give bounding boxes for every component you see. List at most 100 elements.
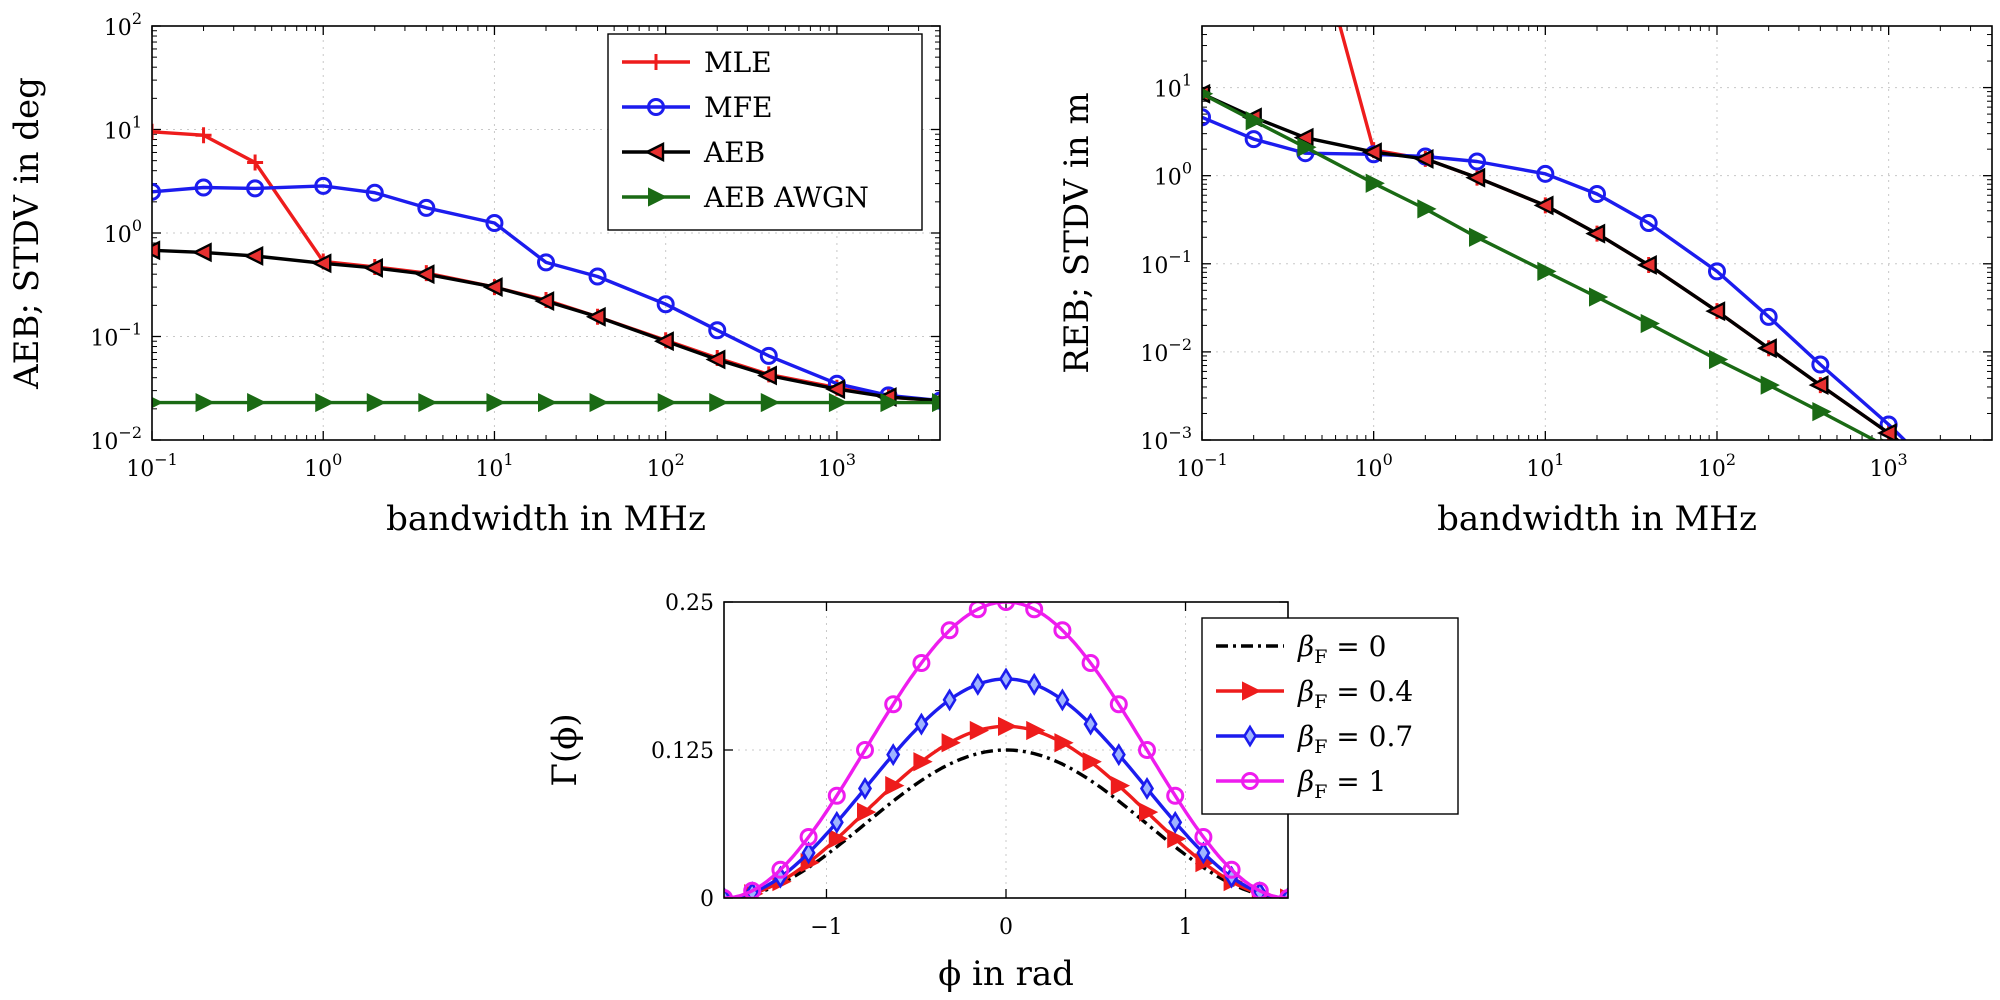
legend: βF = 0 βF = 0.4 βF = 0.7 βF = 1 bbox=[1201, 617, 1459, 815]
circle-marker bbox=[743, 881, 762, 898]
legend-entry: AEB AWGN bbox=[703, 181, 869, 214]
triangle-left-marker bbox=[757, 365, 777, 386]
triangle-left-marker bbox=[191, 242, 212, 263]
circle-marker bbox=[365, 183, 384, 202]
triangle-right-marker bbox=[880, 392, 900, 413]
triangle-right-marker bbox=[1245, 111, 1265, 131]
circle-marker bbox=[1081, 653, 1100, 672]
triangle-left-marker bbox=[1361, 142, 1382, 163]
triangle-right-marker bbox=[828, 392, 849, 413]
triangle-left-marker bbox=[1465, 167, 1486, 188]
x-tick-label: 103 bbox=[818, 450, 856, 482]
triangle-right-marker bbox=[247, 392, 267, 413]
triangle-left-marker bbox=[152, 240, 161, 261]
triangle-right-marker bbox=[828, 829, 849, 849]
y-axis-label: REB; STDV in m bbox=[1057, 92, 1097, 373]
circle-marker bbox=[485, 213, 504, 232]
series-line-1 bbox=[724, 748, 1288, 898]
triangle-right-marker bbox=[709, 392, 729, 413]
circle-marker bbox=[1025, 602, 1044, 619]
circle-marker bbox=[194, 178, 213, 197]
x-tick-label: 102 bbox=[647, 450, 685, 482]
circle-marker bbox=[1053, 621, 1072, 640]
triangle-left-marker bbox=[414, 264, 435, 285]
diamond-marker bbox=[1242, 724, 1258, 748]
circle-marker bbox=[1222, 860, 1241, 879]
triangle-right-marker bbox=[366, 392, 387, 413]
triangle-left-marker bbox=[482, 277, 503, 298]
triangle-right-marker bbox=[1812, 401, 1832, 422]
plot-frame bbox=[151, 25, 941, 441]
triangle-left-marker bbox=[1931, 467, 1947, 483]
y-tick-label: 10−3 bbox=[1140, 423, 1192, 455]
x-tick-label: 103 bbox=[1870, 450, 1908, 482]
triangle-right-marker bbox=[1026, 720, 1046, 741]
circle-marker bbox=[537, 253, 555, 272]
triangle-right-marker bbox=[648, 187, 668, 207]
diamond-marker bbox=[1027, 672, 1042, 696]
triangle-right-marker bbox=[932, 392, 940, 413]
triangle-right-marker bbox=[760, 392, 781, 413]
triangle-left-marker bbox=[243, 246, 264, 266]
circle-marker bbox=[1138, 741, 1156, 760]
triangle-right-marker bbox=[1297, 137, 1317, 157]
x-axis-label: bandwidth in MHz bbox=[1437, 499, 1757, 539]
diamond-marker bbox=[1111, 743, 1126, 767]
x-tick-label: 102 bbox=[1698, 450, 1736, 482]
circle-marker bbox=[1166, 786, 1185, 805]
x-tick-label: 100 bbox=[1355, 450, 1393, 482]
circle-marker bbox=[1536, 164, 1555, 183]
chart-panel-1: 10−1 100 101 102 10310−210−1100101102bandwid… bbox=[7, 9, 941, 539]
triangle-right-marker bbox=[969, 720, 990, 741]
circle-marker bbox=[656, 295, 675, 314]
y-axis-label: Γ(ϕ) bbox=[545, 713, 585, 786]
y-tick-label: 0.25 bbox=[665, 591, 714, 616]
circle-marker bbox=[799, 828, 818, 847]
circle-marker bbox=[1202, 108, 1211, 127]
triangle-left-marker bbox=[1808, 375, 1829, 396]
legend: MLE MFE AEB AEB AWGN bbox=[607, 33, 923, 231]
triangle-right-marker bbox=[1640, 313, 1660, 334]
circle-marker bbox=[417, 198, 436, 217]
plus-marker bbox=[152, 123, 160, 140]
triangle-right-marker bbox=[885, 776, 905, 796]
legend-entry: βF = 0.7 bbox=[1297, 720, 1413, 758]
chart-panel-3: −1 0 1 0 0.125 0.25 ϕ in rad Γ(ϕ) βF = 0 βF = 0.4… bbox=[545, 591, 1459, 994]
circle-marker bbox=[856, 741, 874, 760]
triangle-right-marker bbox=[1365, 173, 1385, 193]
triangle-left-marker bbox=[825, 379, 846, 400]
triangle-left-marker bbox=[653, 331, 674, 352]
legend-entry: βF = 0 bbox=[1297, 630, 1386, 668]
circle-marker bbox=[1588, 184, 1606, 203]
circle-marker bbox=[152, 182, 161, 201]
legend-entry: βF = 0.4 bbox=[1297, 675, 1413, 713]
triangle-right-marker bbox=[1469, 227, 1489, 247]
plot-frame bbox=[1201, 25, 1993, 441]
circle-marker bbox=[827, 786, 846, 805]
diamond-marker bbox=[1083, 712, 1098, 736]
diamond-marker bbox=[998, 667, 1014, 691]
triangle-right-marker bbox=[1589, 287, 1609, 307]
triangle-right-marker bbox=[315, 392, 335, 413]
x-tick-label: 10−1 bbox=[126, 450, 178, 482]
triangle-right-marker bbox=[538, 392, 558, 413]
x-tick-label: −1 bbox=[810, 915, 842, 940]
triangle-left-marker bbox=[644, 142, 665, 162]
plus-marker bbox=[195, 127, 212, 144]
circle-marker bbox=[1244, 130, 1263, 149]
plus-marker bbox=[1932, 467, 1948, 483]
triangle-right-marker bbox=[1054, 733, 1074, 753]
circle-marker bbox=[1250, 881, 1269, 898]
triangle-right-marker bbox=[1167, 829, 1187, 849]
legend-entry: MLE bbox=[704, 46, 772, 79]
x-axis-label: ϕ in rad bbox=[938, 954, 1074, 994]
circle-marker bbox=[1109, 695, 1128, 714]
circle-marker bbox=[1707, 262, 1726, 281]
y-tick-label: 102 bbox=[104, 9, 142, 41]
circle-marker bbox=[1759, 307, 1778, 326]
triangle-right-marker bbox=[1110, 776, 1131, 796]
triangle-right-marker bbox=[1202, 88, 1214, 100]
x-axis-label: bandwidth in MHz bbox=[386, 499, 706, 539]
diamond-marker bbox=[914, 712, 929, 736]
